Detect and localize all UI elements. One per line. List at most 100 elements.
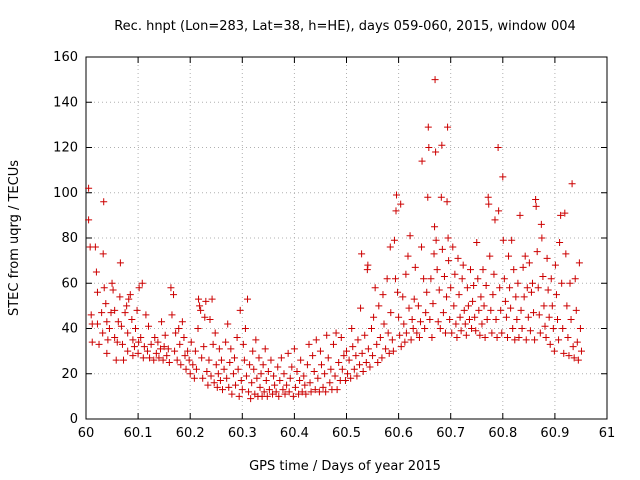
data-point bbox=[140, 343, 148, 351]
data-point bbox=[143, 347, 151, 355]
data-point bbox=[357, 304, 365, 312]
data-point bbox=[131, 325, 139, 332]
data-point bbox=[161, 331, 169, 339]
data-point bbox=[444, 123, 452, 131]
data-point bbox=[297, 356, 305, 364]
data-point bbox=[358, 250, 366, 258]
data-point bbox=[202, 297, 210, 305]
data-point bbox=[405, 304, 413, 312]
data-point bbox=[402, 329, 410, 337]
data-point bbox=[213, 383, 221, 391]
data-point bbox=[95, 340, 103, 348]
data-point bbox=[456, 313, 464, 321]
data-point bbox=[424, 193, 432, 201]
data-point bbox=[486, 252, 494, 260]
data-point bbox=[164, 345, 172, 353]
data-point bbox=[331, 372, 339, 380]
data-point bbox=[404, 252, 412, 260]
data-point bbox=[196, 302, 204, 310]
data-point bbox=[493, 334, 501, 342]
data-point bbox=[509, 325, 517, 332]
data-point bbox=[437, 193, 445, 201]
data-point bbox=[526, 327, 534, 335]
data-point bbox=[87, 311, 95, 319]
data-point bbox=[344, 370, 352, 378]
data-point bbox=[332, 329, 340, 337]
data-point bbox=[421, 325, 429, 332]
data-point bbox=[471, 313, 479, 321]
data-point bbox=[518, 325, 526, 332]
data-point bbox=[464, 302, 472, 310]
data-point bbox=[98, 309, 106, 317]
data-point bbox=[158, 318, 166, 326]
data-point bbox=[229, 370, 237, 378]
data-point bbox=[91, 243, 99, 251]
data-point bbox=[432, 148, 440, 156]
data-point bbox=[109, 286, 117, 294]
data-point bbox=[305, 340, 313, 348]
data-point bbox=[157, 345, 165, 353]
data-point bbox=[361, 331, 369, 339]
data-point bbox=[302, 390, 310, 398]
data-point bbox=[85, 184, 93, 192]
data-point bbox=[309, 352, 317, 360]
data-point bbox=[386, 243, 394, 251]
data-point bbox=[407, 336, 415, 344]
data-point bbox=[189, 361, 197, 369]
data-point bbox=[185, 356, 193, 364]
data-point bbox=[503, 334, 511, 342]
data-point bbox=[233, 334, 241, 342]
data-point bbox=[570, 354, 578, 362]
data-point bbox=[511, 336, 519, 344]
data-point bbox=[548, 302, 556, 310]
data-point bbox=[443, 293, 451, 301]
data-point bbox=[260, 388, 268, 396]
data-point bbox=[447, 284, 455, 292]
data-point bbox=[139, 354, 147, 362]
data-point bbox=[177, 361, 185, 369]
data-point bbox=[212, 361, 220, 369]
data-point bbox=[455, 291, 463, 299]
data-point bbox=[279, 386, 287, 394]
data-point bbox=[112, 356, 120, 364]
data-point bbox=[205, 356, 213, 364]
data-point bbox=[575, 259, 583, 267]
data-point bbox=[540, 302, 548, 310]
data-point bbox=[151, 334, 159, 342]
data-point bbox=[289, 392, 297, 400]
data-point bbox=[562, 250, 570, 258]
data-point bbox=[505, 252, 513, 260]
data-point bbox=[214, 370, 222, 378]
data-point bbox=[316, 347, 324, 355]
data-point bbox=[574, 356, 582, 364]
data-point bbox=[573, 338, 581, 346]
data-point bbox=[324, 354, 332, 362]
data-point bbox=[165, 358, 173, 366]
data-point bbox=[530, 309, 538, 317]
data-point bbox=[425, 144, 433, 151]
data-point bbox=[307, 388, 315, 396]
data-point bbox=[216, 377, 224, 385]
data-point bbox=[239, 340, 247, 348]
data-point bbox=[418, 243, 426, 251]
data-point bbox=[142, 311, 150, 319]
data-point bbox=[352, 352, 360, 360]
data-point bbox=[176, 340, 184, 348]
x-tick-label: 60.9 bbox=[540, 426, 569, 441]
data-point bbox=[265, 386, 273, 394]
data-point bbox=[270, 372, 278, 380]
data-point bbox=[168, 311, 176, 319]
data-point bbox=[152, 349, 160, 357]
data-point bbox=[343, 347, 350, 355]
plot-frame bbox=[85, 56, 608, 420]
data-point bbox=[240, 356, 248, 364]
data-point bbox=[506, 284, 514, 292]
data-point bbox=[107, 309, 115, 317]
data-point bbox=[383, 275, 391, 283]
data-point bbox=[209, 340, 217, 348]
data-point bbox=[476, 331, 484, 339]
data-point bbox=[544, 286, 552, 294]
x-tick-label: 60.5 bbox=[332, 426, 361, 441]
data-point bbox=[537, 220, 545, 228]
data-point bbox=[452, 320, 460, 328]
